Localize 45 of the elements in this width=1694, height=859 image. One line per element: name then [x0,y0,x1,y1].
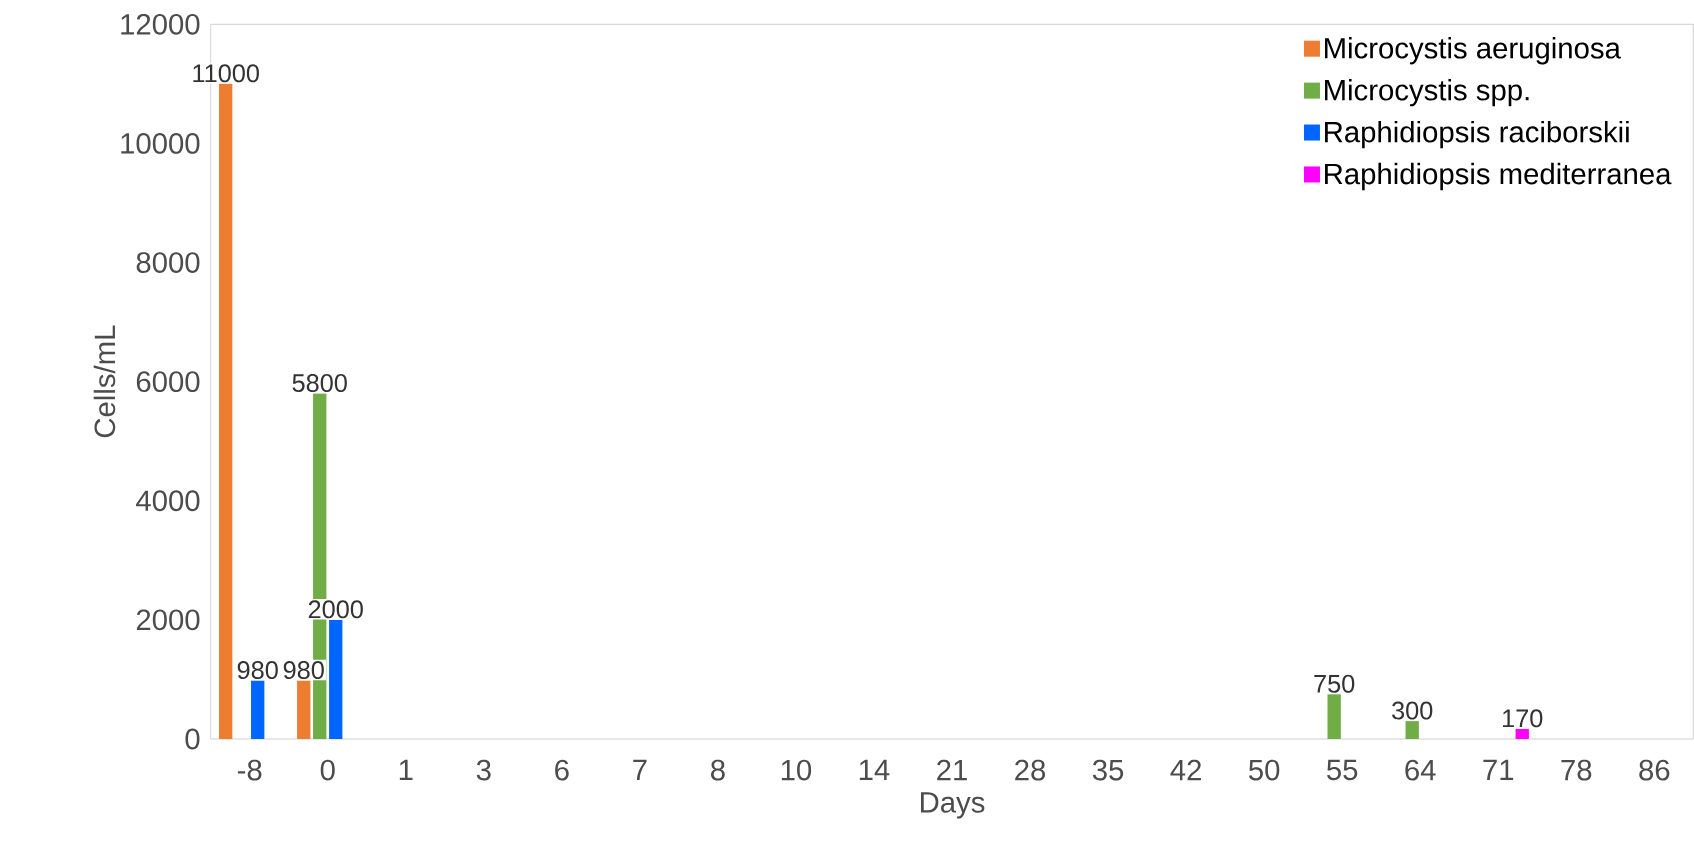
x-tick-label: 14 [859,759,890,780]
x-tick-label: 78 [1561,759,1592,781]
x-tick-label: 0 [320,759,335,781]
x-tick-label: -8 [237,759,262,781]
y-axis-title: Cells/mL [93,325,116,438]
bar [251,680,265,739]
bar [329,619,343,739]
x-tick-label: 21 [937,759,967,781]
legend-label: Raphidiopsis raciborskii [1325,120,1629,149]
x-tick-label: 35 [1092,759,1124,781]
data-label: 11000 [193,64,259,83]
y-tick-label: 0 [185,728,200,750]
x-tick-label: 1 [399,759,413,780]
bar [1327,694,1341,739]
x-tick-label: 28 [1015,759,1046,781]
x-tick-label: 7 [633,759,647,780]
y-tick-label: 4000 [136,490,200,512]
x-tick-label: 71 [1483,759,1514,780]
y-tick-label: 2000 [136,609,200,631]
y-tick-label: 10000 [121,133,200,154]
legend-label: Microcystis spp. [1325,78,1529,107]
data-label: 2000 [308,600,363,619]
x-tick-label: 55 [1327,759,1358,781]
data-label: 170 [1503,709,1543,728]
x-tick-label: 8 [711,759,725,781]
x-tick-label: 3 [476,759,491,781]
legend-label: Microcystis aeruginosa [1325,37,1621,65]
data-label: 750 [1314,674,1355,693]
bar [1405,721,1419,739]
bar [1515,728,1529,739]
x-tick-label: 10 [781,759,812,781]
x-tick-label: 50 [1248,759,1280,781]
x-tick-label: 86 [1639,759,1670,781]
x-tick-label: 6 [555,759,569,781]
x-tick-label: 42 [1170,759,1201,781]
data-label: 300 [1392,701,1433,720]
x-tick-label: 64 [1405,759,1436,781]
data-label: 980 [283,661,324,680]
data-label: 5800 [292,374,347,392]
legend-label: Raphidiopsis mediterranea [1325,162,1672,191]
data-label: 980 [237,661,278,680]
y-tick-label: 8000 [136,252,200,273]
y-tick-label: 12000 [121,13,200,35]
y-tick-label: 6000 [136,371,200,393]
x-axis-title: Days [920,792,985,819]
